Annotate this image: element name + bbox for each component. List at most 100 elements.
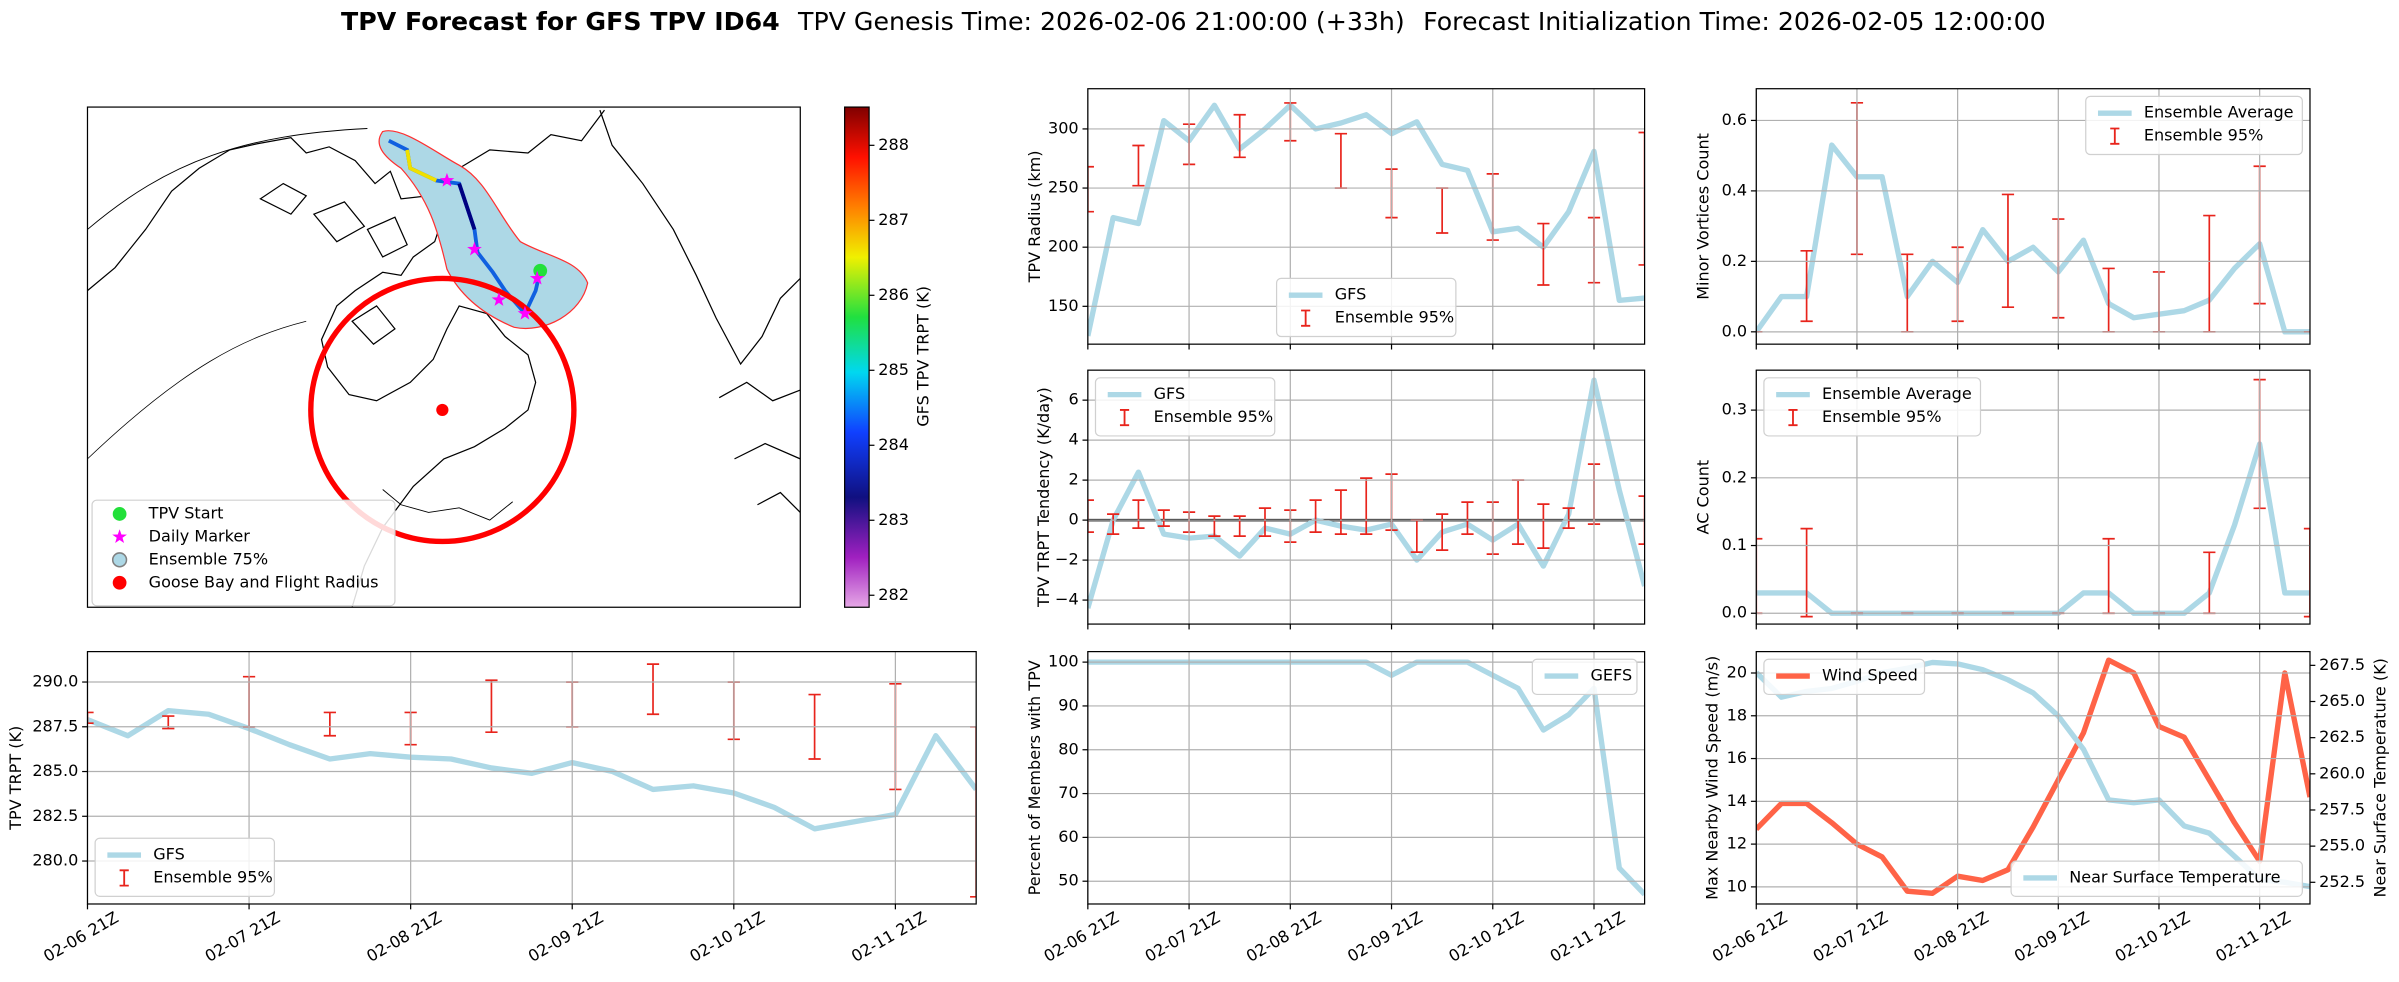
- track-cold: [457, 182, 477, 231]
- daily-marker: [467, 241, 482, 256]
- x-tick-label: 02-08 21Z: [1243, 908, 1325, 966]
- y-tick-label: 16: [1727, 748, 1747, 767]
- y-axis-label: TPV TRPT (K): [6, 726, 25, 831]
- y-axis-label: Percent of Members with TPV: [1025, 660, 1044, 895]
- colorbar-tick-label: 288: [878, 135, 909, 154]
- error-bar: [485, 679, 498, 733]
- colorbar-tick-label: 284: [878, 435, 909, 454]
- map-overlay: [308, 130, 589, 545]
- legend-marker: [112, 529, 127, 544]
- plot-area: [1756, 657, 2310, 896]
- legend-label: Ensemble 95%: [1822, 407, 1941, 426]
- error-bar: [1638, 495, 1645, 545]
- y-tick-label: 300: [1048, 118, 1079, 137]
- daily-marker: [529, 270, 545, 285]
- colorbar: [844, 106, 870, 608]
- y-tick-label: 250: [1048, 178, 1079, 197]
- legend-marker: [112, 507, 127, 521]
- legend-label: Ensemble Average: [1822, 384, 1972, 403]
- error-bar: [1800, 527, 1813, 618]
- error-bar: [1087, 165, 1094, 213]
- error-bar: [1800, 249, 1813, 323]
- y-tick-label: 287.5: [32, 716, 78, 735]
- series-line: [1756, 657, 2310, 896]
- x-tick-label: 02-09 21Z: [525, 908, 607, 966]
- error-bar: [1638, 131, 1645, 266]
- series-line: [87, 708, 977, 832]
- legend-label: Ensemble 95%: [1154, 407, 1273, 426]
- series-line: [1756, 659, 2310, 890]
- legend-marker: [111, 552, 128, 568]
- y-tick-label: 6: [1068, 390, 1078, 409]
- series-line: [1756, 441, 2310, 616]
- colorbar-tick-label: 285: [878, 360, 909, 379]
- y-axis-label: AC Count: [1693, 460, 1712, 535]
- plot-frame: [1755, 88, 2311, 345]
- title-init: Forecast Initialization Time: 2026-02-05…: [1423, 7, 2046, 36]
- map-legend-box: [91, 499, 396, 607]
- error-bar: [2303, 527, 2310, 618]
- y-tick-label: 50: [1058, 871, 1078, 890]
- y2-axis-label: Near Surface Temperature (K): [2371, 658, 2390, 897]
- x-tick-label: 02-11 21Z: [1547, 908, 1629, 966]
- y2-tick-label: 255.0: [2319, 836, 2365, 855]
- y-tick-label: 0.1: [1722, 535, 1748, 554]
- title-main: TPV Forecast for GFS TPV ID64: [341, 7, 780, 36]
- error-bar: [1410, 519, 1423, 553]
- x-tick-label: 02-08 21Z: [363, 908, 445, 966]
- x-tick-label: 02-08 21Z: [1910, 908, 1992, 966]
- y-tick-label: 290.0: [32, 672, 78, 691]
- y-axis-label: TPV TRPT Tendency (K/day): [1034, 387, 1053, 608]
- error-bar: [2102, 537, 2115, 615]
- legend-box: [1763, 658, 1926, 696]
- y-tick-label: 150: [1048, 296, 1079, 315]
- error-bar: [2203, 214, 2216, 333]
- legend-label: Daily Marker: [149, 526, 251, 545]
- legend-label: GEFS: [1590, 666, 1632, 685]
- legend-label: Ensemble 95%: [1335, 308, 1454, 327]
- y-tick-label: 0.0: [1722, 603, 1748, 622]
- y2-tick-label: 260.0: [2319, 763, 2365, 782]
- x-tick-label: 02-07 21Z: [1810, 908, 1892, 966]
- y-tick-label: 2: [1068, 470, 1078, 489]
- legend-box: [2085, 95, 2303, 156]
- legend-box: [1531, 658, 1638, 696]
- y-tick-label: 0.2: [1722, 251, 1748, 270]
- colorbar-tick-label: 282: [878, 585, 909, 604]
- legend-label: Goose Bay and Flight Radius: [149, 572, 379, 591]
- error-bar: [1461, 501, 1474, 535]
- plot-frame: [86, 650, 977, 905]
- y-axis-label: Minor Vortices Count: [1693, 133, 1712, 300]
- y-tick-label: 70: [1058, 783, 1078, 802]
- legend-label: Near Surface Temperature: [2069, 867, 2280, 886]
- y-tick-label: 90: [1058, 695, 1078, 714]
- y-tick-label: 200: [1048, 237, 1079, 256]
- error-bar: [1436, 187, 1449, 234]
- daily-marker: [439, 172, 455, 187]
- y-axis-label: TPV Radius (km): [1025, 150, 1044, 283]
- tpv-start: [533, 263, 548, 278]
- y-tick-label: 10: [1727, 876, 1747, 895]
- y-tick-label: 100: [1048, 652, 1079, 671]
- map-frame: [86, 106, 801, 608]
- figure-title: TPV Forecast for GFS TPV ID64 TPV Genesis…: [341, 7, 2046, 36]
- y2-tick-label: 267.5: [2319, 655, 2365, 674]
- plot-frame: [1087, 369, 1646, 625]
- legend-swatch: [119, 869, 129, 887]
- y-tick-label: −4: [1055, 590, 1079, 609]
- plot-frame: [1755, 369, 2311, 625]
- y2-tick-label: 265.0: [2319, 691, 2365, 710]
- y2-tick-label: 252.5: [2319, 872, 2365, 891]
- y-tick-label: 0.6: [1722, 110, 1748, 129]
- daily-marker: [517, 305, 533, 320]
- map-base: [87, 109, 801, 608]
- series-line: [1087, 659, 1645, 897]
- error-bar: [1132, 499, 1145, 529]
- plot-frame: [1087, 88, 1646, 345]
- daily-marker: [491, 292, 507, 306]
- x-tick-label: 02-06 21Z: [1040, 908, 1122, 966]
- colorbar-tick-label: 283: [878, 510, 909, 529]
- plot-area: [1087, 659, 1645, 897]
- error-bar: [87, 711, 94, 725]
